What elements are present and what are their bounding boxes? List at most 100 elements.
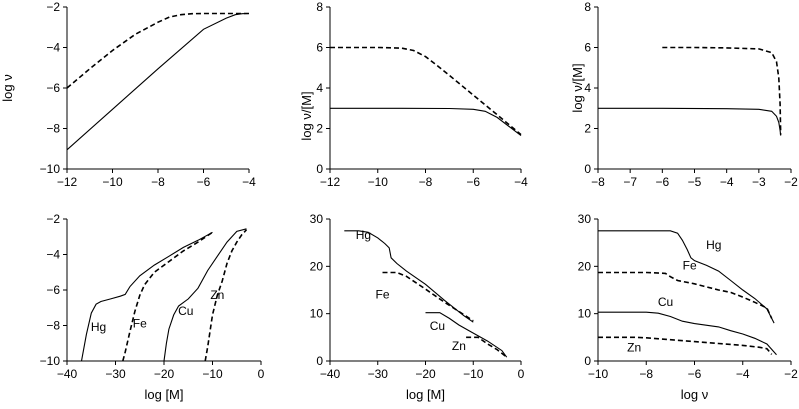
x-tick-label: −30 bbox=[368, 367, 389, 381]
y-tick-label: −2 bbox=[46, 0, 60, 14]
x-axis-label: log [M] bbox=[144, 387, 183, 402]
x-tick-label: −10 bbox=[368, 175, 389, 189]
y-axis-label: log ν bbox=[0, 74, 15, 101]
series-line-hg bbox=[344, 230, 474, 323]
curve-label-zn: Zn bbox=[210, 288, 224, 302]
y-tick-label: −4 bbox=[46, 41, 60, 55]
y-tick-label: −8 bbox=[46, 319, 60, 333]
x-tick-label: 0 bbox=[518, 367, 525, 381]
x-tick-label: −30 bbox=[105, 367, 126, 381]
x-tick-label: −20 bbox=[154, 367, 175, 381]
series-line-solid bbox=[66, 12, 250, 151]
panel-p2: −12 −10 −8 −6 −4 0 2 4 6 8 log ν/[M] bbox=[299, 0, 528, 189]
x-tick-label: −6 bbox=[688, 367, 702, 381]
series-line-zn bbox=[598, 336, 773, 355]
x-tick-label: −12 bbox=[320, 175, 341, 189]
series-line-dashed bbox=[662, 46, 782, 135]
x-tick-label: −8 bbox=[151, 175, 165, 189]
panel-p6: −10 −8 −6 −4 −2 0 10 20 30 Hg Fe Cu Zn log ν bbox=[578, 212, 799, 402]
y-tick-label: 0 bbox=[316, 162, 323, 176]
y-tick-label: 8 bbox=[316, 0, 323, 14]
y-tick-label: −6 bbox=[46, 283, 60, 297]
y-tick-label: 10 bbox=[578, 307, 592, 321]
y-tick-label: 4 bbox=[316, 81, 323, 95]
curve-label-cu: Cu bbox=[658, 295, 673, 309]
x-axis-label: log [M] bbox=[406, 387, 445, 402]
y-tick-label: 20 bbox=[578, 259, 592, 273]
x-tick-label: −8 bbox=[419, 175, 433, 189]
y-tick-label: 20 bbox=[310, 259, 324, 273]
x-tick-label: −6 bbox=[197, 175, 211, 189]
curve-label-fe: Fe bbox=[376, 288, 390, 302]
x-tick-label: −3 bbox=[752, 175, 766, 189]
y-tick-label: −8 bbox=[46, 122, 60, 136]
y-tick-label: −4 bbox=[46, 248, 60, 262]
y-axis-label: log ν/[M] bbox=[570, 63, 585, 112]
series-line-cu bbox=[598, 311, 777, 356]
x-tick-label: −2 bbox=[784, 367, 798, 381]
y-tick-label: 6 bbox=[316, 41, 323, 55]
curve-label-zn: Zn bbox=[452, 339, 466, 353]
y-tick-label: 6 bbox=[584, 41, 591, 55]
x-tick-label: −2 bbox=[784, 175, 798, 189]
y-tick-label: 2 bbox=[316, 122, 323, 136]
y-tick-label: 4 bbox=[584, 81, 591, 95]
y-tick-label: −6 bbox=[46, 81, 60, 95]
x-tick-label: −4 bbox=[736, 367, 750, 381]
x-tick-label: −10 bbox=[588, 367, 609, 381]
curve-label-cu: Cu bbox=[430, 319, 445, 333]
series-line-fe bbox=[122, 231, 213, 362]
y-tick-label: 8 bbox=[584, 0, 591, 14]
x-tick-label: −8 bbox=[591, 175, 605, 189]
panel-p4: −40 −30 −20 −10 0 −10 −8 −6 −4 −2 Hg Fe Cu Zn log [M] bbox=[40, 212, 265, 402]
curve-label-hg: Hg bbox=[706, 238, 721, 252]
y-tick-label: 2 bbox=[584, 122, 591, 136]
x-tick-label: −7 bbox=[623, 175, 637, 189]
series-line-fe bbox=[598, 271, 773, 319]
x-tick-label: −10 bbox=[102, 175, 123, 189]
x-tick-label: −6 bbox=[655, 175, 669, 189]
series-line-cu bbox=[425, 312, 508, 358]
x-tick-label: −4 bbox=[514, 175, 528, 189]
curve-label-cu: Cu bbox=[178, 304, 193, 318]
x-tick-label: −12 bbox=[57, 175, 78, 189]
x-tick-label: −5 bbox=[688, 175, 702, 189]
y-tick-label: −10 bbox=[40, 354, 61, 368]
x-tick-label: −40 bbox=[320, 367, 341, 381]
x-tick-label: −10 bbox=[202, 367, 223, 381]
x-tick-label: −8 bbox=[639, 367, 653, 381]
series-line-fe bbox=[382, 271, 474, 322]
curve-label-fe: Fe bbox=[133, 316, 147, 330]
y-tick-label: 0 bbox=[584, 354, 591, 368]
curve-label-zn: Zn bbox=[627, 341, 641, 355]
series-line-solid bbox=[598, 107, 782, 136]
panel-p5: −40 −30 −20 −10 0 0 10 20 30 Hg Fe Cu Zn log [M] bbox=[310, 212, 525, 402]
y-tick-label: 10 bbox=[310, 307, 324, 321]
x-axis-label: log ν bbox=[681, 387, 708, 402]
y-tick-label: −2 bbox=[46, 212, 60, 226]
x-tick-label: −20 bbox=[415, 367, 436, 381]
series-line-cu bbox=[163, 228, 247, 362]
series-line-solid bbox=[330, 107, 522, 137]
series-line-dashed bbox=[66, 12, 249, 89]
curve-label-hg: Hg bbox=[91, 320, 106, 334]
series-line-hg bbox=[598, 230, 775, 324]
series-line-dashed bbox=[330, 46, 522, 136]
y-tick-label: 0 bbox=[316, 354, 323, 368]
x-tick-label: −4 bbox=[242, 175, 256, 189]
series-line-hg bbox=[80, 231, 213, 362]
y-tick-label: 30 bbox=[310, 212, 324, 226]
series-line-zn bbox=[204, 229, 248, 362]
curve-label-fe: Fe bbox=[683, 259, 697, 273]
panel-p3: −8 −7 −6 −5 −4 −3 −2 0 2 4 6 8 log ν/[M] bbox=[570, 0, 798, 189]
x-tick-label: −40 bbox=[57, 367, 78, 381]
x-tick-label: −6 bbox=[466, 175, 480, 189]
y-tick-label: 0 bbox=[584, 162, 591, 176]
y-tick-label: 30 bbox=[578, 212, 592, 226]
x-tick-label: −10 bbox=[463, 367, 484, 381]
curve-label-hg: Hg bbox=[356, 228, 371, 242]
x-tick-label: −4 bbox=[720, 175, 734, 189]
x-tick-label: 0 bbox=[258, 367, 265, 381]
